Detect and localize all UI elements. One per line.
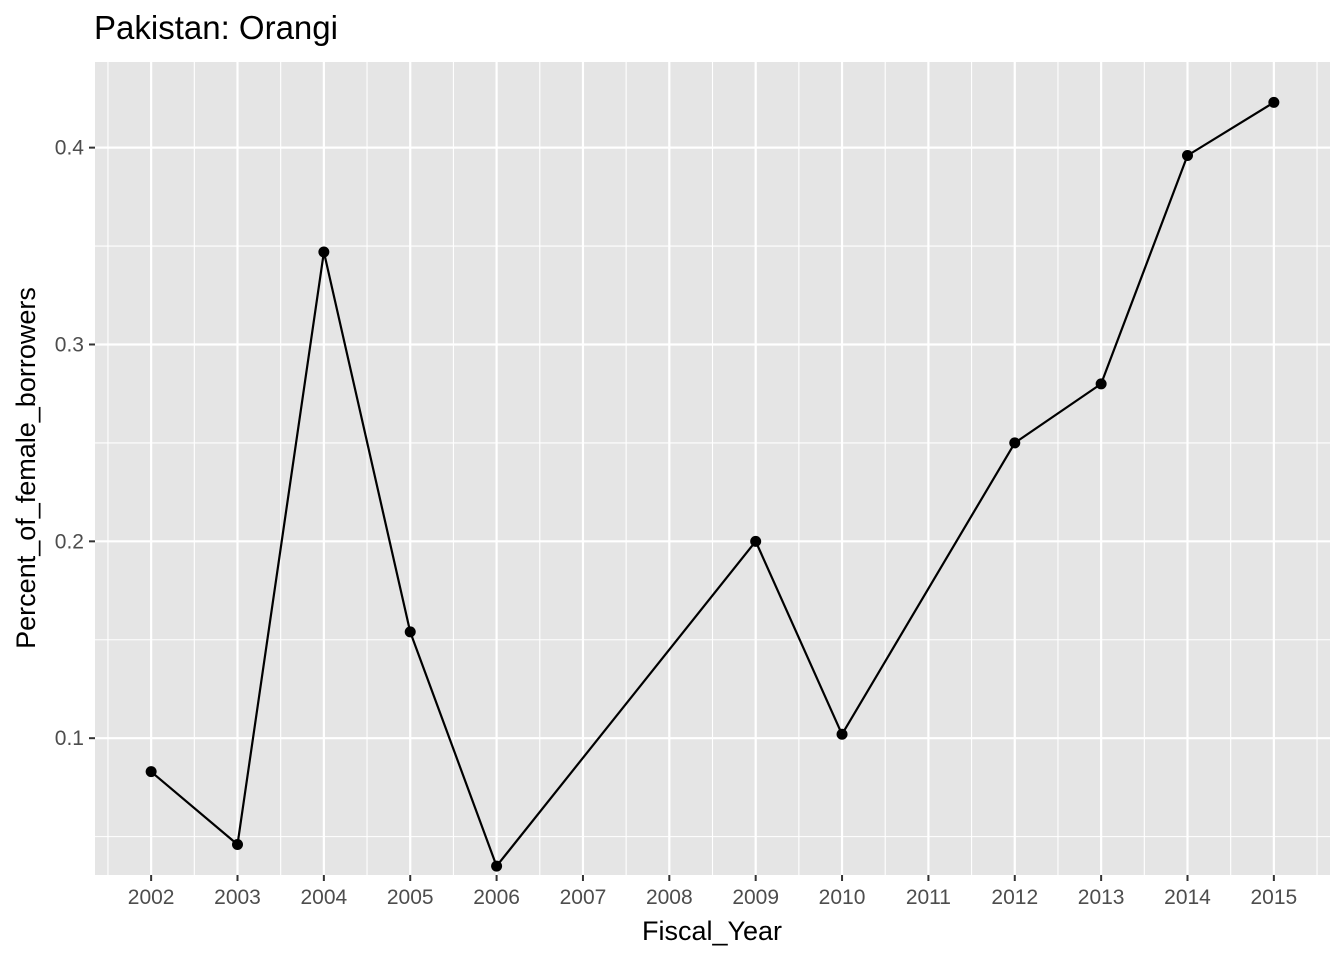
x-tick-label: 2013 <box>1078 886 1125 909</box>
y-axis: 0.1 0.2 0.3 0.4 <box>55 137 95 750</box>
x-tick-label: 2014 <box>1164 886 1211 909</box>
data-point <box>1268 96 1280 108</box>
data-point <box>404 626 416 638</box>
data-point <box>232 838 243 850</box>
x-tick-label: 2005 <box>387 886 434 909</box>
minor-gridlines <box>95 62 1330 875</box>
x-tick-label: 2007 <box>560 886 607 909</box>
data-point <box>836 728 848 740</box>
data-point <box>1009 437 1021 449</box>
x-tick-label: 2004 <box>301 886 348 909</box>
data-point <box>491 860 503 872</box>
y-axis-title: Percent_of_female_borrowers <box>11 287 41 649</box>
x-tick-label: 2012 <box>991 886 1038 909</box>
x-tick-label: 2010 <box>819 886 866 909</box>
x-tick-label: 2003 <box>214 886 261 909</box>
x-tick-label: 2006 <box>473 886 520 909</box>
x-tick-label: 2015 <box>1251 886 1298 909</box>
chart-title: Pakistan: Orangi <box>94 9 338 46</box>
y-tick-label: 0.1 <box>55 727 84 750</box>
y-tick-label: 0.2 <box>55 530 84 553</box>
x-tick-label: 2008 <box>646 886 693 909</box>
y-tick-label: 0.3 <box>55 333 84 356</box>
x-axis-title: Fiscal_Year <box>642 916 782 946</box>
data-point <box>318 246 330 258</box>
major-gridlines <box>95 62 1330 875</box>
data-point <box>1182 150 1193 162</box>
data-point <box>1095 378 1107 390</box>
data-point <box>145 766 157 778</box>
x-tick-label: 2011 <box>906 886 951 909</box>
y-tick-label: 0.4 <box>55 137 85 160</box>
data-point <box>750 535 762 547</box>
x-tick-label: 2002 <box>128 886 175 909</box>
x-tick-label: 2009 <box>732 886 779 909</box>
series-layer <box>145 96 1280 872</box>
x-axis: 2002 2003 2004 2005 2006 2007 2008 2009 2010 2011… <box>128 875 1297 909</box>
